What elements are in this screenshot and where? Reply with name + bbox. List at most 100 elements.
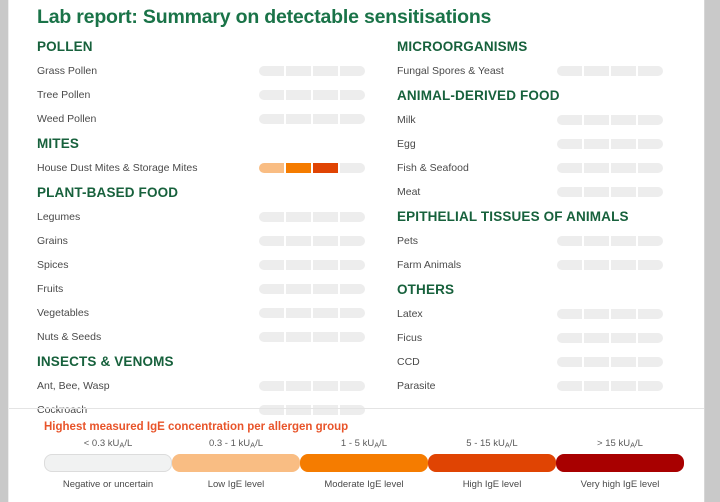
ige-level-segment bbox=[340, 260, 365, 270]
ige-level-bar bbox=[259, 284, 365, 294]
ige-level-segment bbox=[340, 236, 365, 246]
ige-level-segment bbox=[340, 163, 365, 173]
legend-unit-suffix: /L bbox=[255, 438, 264, 449]
legend-unit-suffix: /L bbox=[509, 438, 518, 449]
ige-level-segment bbox=[259, 212, 284, 222]
ige-level-segment bbox=[259, 381, 284, 391]
ige-level-bar bbox=[557, 260, 663, 270]
allergen-label: Milk bbox=[397, 114, 416, 126]
legend-range-label: 1 - 5 kUA/L bbox=[300, 437, 428, 451]
allergen-row: Nuts & Seeds bbox=[37, 325, 387, 349]
allergen-row: Vegetables bbox=[37, 301, 387, 325]
ige-level-segment bbox=[313, 284, 338, 294]
ige-level-bar bbox=[557, 381, 663, 391]
allergen-label: Vegetables bbox=[37, 307, 89, 319]
ige-level-bar bbox=[259, 308, 365, 318]
ige-level-segment bbox=[611, 163, 636, 173]
ige-level-bar bbox=[557, 309, 663, 319]
ige-level-segment bbox=[557, 260, 582, 270]
ige-level-segment bbox=[340, 308, 365, 318]
allergen-row: Farm Animals bbox=[397, 253, 704, 277]
allergen-row: Cockroach bbox=[37, 398, 387, 422]
allergen-row: Pets bbox=[397, 229, 704, 253]
allergen-row: Legumes bbox=[37, 205, 387, 229]
allergen-label: Parasite bbox=[397, 380, 436, 392]
allergen-label: Weed Pollen bbox=[37, 113, 97, 125]
legend-unit-prefix: kU bbox=[107, 438, 120, 449]
legend-item: < 0.3 kUA/L Negative or uncertain bbox=[44, 437, 172, 491]
allergen-row: Spices bbox=[37, 253, 387, 277]
group-heading: MITES bbox=[37, 136, 80, 151]
ige-level-segment bbox=[313, 212, 338, 222]
ige-level-segment bbox=[286, 236, 311, 246]
ige-level-bar bbox=[557, 187, 663, 197]
legend-unit-prefix: kU bbox=[362, 438, 375, 449]
ige-level-segment bbox=[286, 405, 311, 415]
ige-level-segment bbox=[286, 90, 311, 100]
legend-item: 1 - 5 kUA/L Moderate IgE level bbox=[300, 437, 428, 491]
legend-color-pill bbox=[556, 454, 684, 472]
ige-level-bar bbox=[259, 212, 365, 222]
ige-level-bar bbox=[557, 66, 663, 76]
ige-level-segment bbox=[259, 284, 284, 294]
ige-level-bar bbox=[259, 163, 365, 173]
ige-level-segment bbox=[259, 236, 284, 246]
legend-range-label: 0.3 - 1 kUA/L bbox=[172, 437, 300, 451]
legend-title: Highest measured IgE concentration per a… bbox=[44, 421, 349, 433]
ige-level-segment bbox=[259, 66, 284, 76]
group-heading: INSECTS & VENOMS bbox=[37, 354, 174, 369]
ige-level-segment bbox=[557, 333, 582, 343]
ige-level-segment bbox=[584, 381, 609, 391]
ige-level-segment bbox=[340, 405, 365, 415]
legend-unit-subscript: A bbox=[250, 440, 256, 450]
ige-level-segment bbox=[313, 381, 338, 391]
allergen-label: Latex bbox=[397, 308, 423, 320]
allergen-row: Fruits bbox=[37, 277, 387, 301]
allergen-label: Ficus bbox=[397, 332, 423, 344]
allergen-row: Grains bbox=[37, 229, 387, 253]
ige-level-segment bbox=[286, 284, 311, 294]
legend-range-label: < 0.3 kUA/L bbox=[44, 437, 172, 451]
allergen-label: Legumes bbox=[37, 211, 81, 223]
ige-level-segment bbox=[340, 114, 365, 124]
ige-level-segment bbox=[313, 163, 338, 173]
legend-unit-suffix: /L bbox=[124, 438, 133, 449]
ige-level-bar bbox=[259, 405, 365, 415]
ige-level-segment bbox=[313, 66, 338, 76]
ige-level-segment bbox=[611, 309, 636, 319]
allergen-label: Fungal Spores & Yeast bbox=[397, 65, 504, 77]
allergen-label: Nuts & Seeds bbox=[37, 331, 102, 343]
ige-level-segment bbox=[313, 90, 338, 100]
ige-level-segment bbox=[611, 187, 636, 197]
group-heading: MICROORGANISMS bbox=[397, 39, 528, 54]
ige-level-segment bbox=[638, 236, 663, 246]
allergen-row: Grass Pollen bbox=[37, 59, 387, 83]
ige-level-bar bbox=[259, 114, 365, 124]
allergen-label: Grass Pollen bbox=[37, 65, 98, 77]
allergen-label: House Dust Mites & Storage Mites bbox=[37, 162, 198, 174]
legend-unit-subscript: A bbox=[374, 440, 380, 450]
ige-level-segment bbox=[340, 90, 365, 100]
ige-level-segment bbox=[638, 163, 663, 173]
ige-level-segment bbox=[638, 381, 663, 391]
ige-level-segment bbox=[584, 66, 609, 76]
ige-level-segment bbox=[286, 114, 311, 124]
ige-level-bar bbox=[259, 260, 365, 270]
allergen-label: Spices bbox=[37, 259, 69, 271]
legend-item: 5 - 15 kUA/L High IgE level bbox=[428, 437, 556, 491]
legend-unit-prefix: kU bbox=[238, 438, 251, 449]
ige-level-segment bbox=[340, 332, 365, 342]
group-heading: ANIMAL-DERIVED FOOD bbox=[397, 88, 560, 103]
legend-range-value: < 0.3 bbox=[83, 438, 108, 449]
allergen-label: Farm Animals bbox=[397, 259, 462, 271]
legend-unit-subscript: A bbox=[630, 440, 636, 450]
ige-level-bar bbox=[259, 90, 365, 100]
legend-unit-prefix: kU bbox=[493, 438, 505, 449]
ige-level-segment bbox=[584, 260, 609, 270]
legend-item-label: High IgE level bbox=[462, 479, 522, 490]
legend-item-label: Negative or uncertain bbox=[62, 479, 154, 490]
legend-range-value: 1 - 5 bbox=[340, 438, 363, 449]
ige-level-segment bbox=[259, 90, 284, 100]
ige-level-bar bbox=[259, 332, 365, 342]
ige-level-segment bbox=[286, 163, 311, 173]
